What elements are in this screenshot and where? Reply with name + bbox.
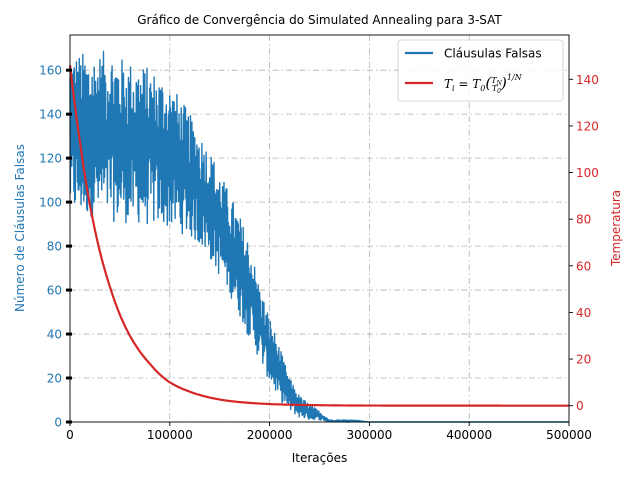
y-right-tick-label: 20: [576, 353, 591, 367]
temperature-series: [68, 65, 569, 407]
x-tick-label: 100000: [147, 428, 193, 442]
plot-frame: [69, 34, 570, 423]
x-axis-label: Iterações: [292, 451, 348, 465]
y-axis-right-label: Temperatura: [609, 190, 623, 267]
y-left-tick-label: 80: [47, 240, 62, 254]
x-tick-label: 300000: [346, 428, 392, 442]
y-axis-left-label: Número de Cláusulas Falsas: [13, 144, 27, 312]
y-right-tick-label: 100: [576, 166, 599, 180]
y-left-tick-label: 140: [39, 108, 62, 122]
legend-box: [397, 39, 564, 102]
y-left-tick-label: 60: [47, 284, 62, 298]
y-left-tick-label: 0: [54, 416, 62, 430]
y-left-tick-label: 160: [39, 64, 62, 78]
y-right-tick-label: 0: [576, 399, 584, 413]
y-axis-left-ticks: 0 20 40 60 80 100 120 140 160: [39, 64, 72, 430]
legend-label-temperature: Ti = T0(TN T0)1/N: [444, 73, 523, 95]
x-axis-ticks: 0 100000 200000 300000 400000 500000: [66, 422, 592, 442]
y-right-tick-label: 40: [576, 306, 591, 320]
y-left-tick-label: 40: [47, 328, 62, 342]
y-left-tick-label: 20: [47, 372, 62, 386]
legend-label-false-clauses: Cláusulas Falsas: [444, 47, 542, 61]
y-axis-right-ticks: 0 20 40 60 80 100 120 140: [569, 73, 599, 413]
data-layer: [68, 50, 570, 423]
y-right-tick-label: 120: [576, 119, 599, 133]
x-tick-label: 200000: [247, 428, 293, 442]
legend: Cláusulas Falsas Ti = T0(TN T0)1/N: [397, 39, 564, 102]
x-tick-label: 400000: [446, 428, 492, 442]
y-right-tick-label: 60: [576, 259, 591, 273]
y-left-tick-label: 100: [39, 196, 62, 210]
x-tick-label: 0: [66, 428, 74, 442]
chart-title: Gráfico de Convergência do Simulated Ann…: [137, 13, 502, 27]
false-clauses-series: [69, 50, 570, 423]
y-left-tick-label: 120: [39, 152, 62, 166]
x-tick-label: 500000: [546, 428, 592, 442]
y-right-tick-label: 140: [576, 73, 599, 87]
y-right-tick-label: 80: [576, 213, 591, 227]
